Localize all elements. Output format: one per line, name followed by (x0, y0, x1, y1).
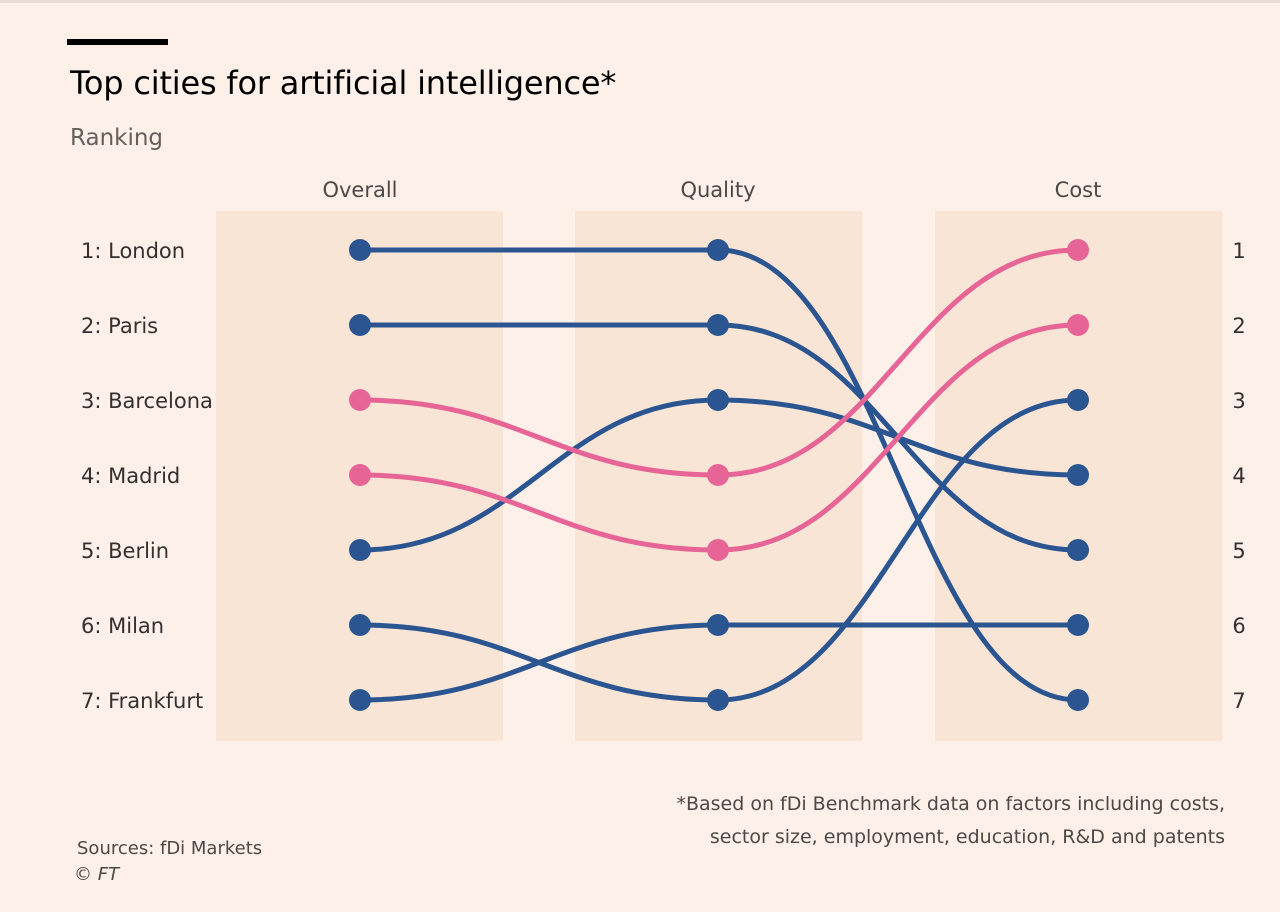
rank-tick-3: 3 (1232, 389, 1245, 413)
series-line-london (357, 247, 1081, 703)
chart-subtitle: Ranking (70, 125, 164, 151)
column-header-overall: Overall (322, 178, 397, 202)
footnote: *Based on fDi Benchmark data on factors … (676, 788, 1225, 854)
rank-tick-5: 5 (1232, 539, 1245, 563)
column-header-cost: Cost (1055, 178, 1102, 202)
point-berlin-overall (349, 539, 371, 561)
series-line-paris (357, 322, 1081, 553)
row-label-4: 4: Madrid (81, 464, 180, 488)
top-divider (0, 0, 1280, 3)
point-berlin-quality (707, 389, 729, 411)
point-paris-overall (349, 314, 371, 336)
chart-title: Top cities for artificial intelligence* (70, 64, 617, 102)
point-milan-cost (1067, 389, 1089, 411)
point-frankfurt-overall (349, 689, 371, 711)
footnote-line-2: sector size, employment, education, R&D … (709, 826, 1225, 848)
footnote-line-1: *Based on fDi Benchmark data on factors … (676, 793, 1225, 815)
copyright-note: © FT (74, 864, 120, 885)
row-label-1: 1: London (81, 239, 185, 263)
point-london-cost (1067, 689, 1089, 711)
rank-tick-2: 2 (1232, 314, 1245, 338)
point-frankfurt-cost (1067, 614, 1089, 636)
point-milan-quality (707, 689, 729, 711)
sources-note: Sources: fDi Markets (77, 838, 263, 859)
point-london-overall (349, 239, 371, 261)
rank-tick-6: 6 (1232, 614, 1245, 638)
row-label-2: 2: Paris (81, 314, 158, 338)
point-milan-overall (349, 614, 371, 636)
point-frankfurt-quality (707, 614, 729, 636)
row-label-3: 3: Barcelona (81, 389, 213, 413)
column-header-quality: Quality (680, 178, 755, 202)
point-barcelona-overall (349, 389, 371, 411)
point-paris-cost (1067, 539, 1089, 561)
point-london-quality (707, 239, 729, 261)
point-berlin-cost (1067, 464, 1089, 486)
point-madrid-cost (1067, 314, 1089, 336)
row-label-6: 6: Milan (81, 614, 164, 638)
point-barcelona-quality (707, 464, 729, 486)
series-line-milan (357, 397, 1081, 703)
point-paris-quality (707, 314, 729, 336)
row-label-5: 5: Berlin (81, 539, 169, 563)
rank-tick-1: 1 (1232, 239, 1245, 263)
point-madrid-quality (707, 539, 729, 561)
rank-tick-4: 4 (1232, 464, 1245, 488)
header-accent-bar (67, 39, 168, 45)
row-label-7: 7: Frankfurt (81, 689, 203, 713)
rank-tick-7: 7 (1232, 689, 1245, 713)
point-madrid-overall (349, 464, 371, 486)
point-barcelona-cost (1067, 239, 1089, 261)
